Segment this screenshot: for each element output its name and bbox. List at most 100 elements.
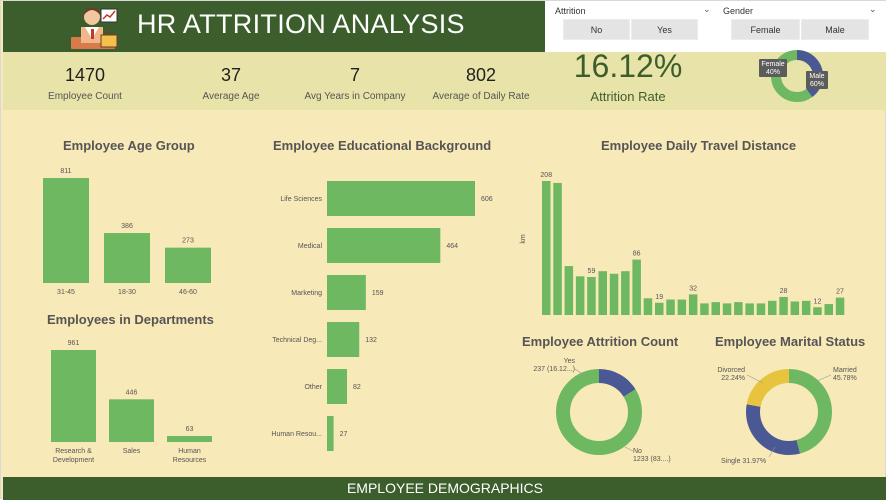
bar — [327, 181, 475, 216]
leader-line — [746, 374, 764, 384]
bar — [835, 297, 845, 315]
bar — [745, 303, 754, 315]
data-label: 19 — [655, 294, 663, 301]
departments-chart: 961 Research & Development 446 Sales 63 Human R… — [51, 340, 212, 464]
data-label: 82 — [353, 384, 361, 391]
bar — [327, 416, 334, 451]
data-label: 132 — [365, 337, 377, 344]
bar — [327, 275, 366, 310]
kpi-avg-years-label: Avg Years in Company — [304, 91, 406, 102]
category-label: Human — [178, 448, 201, 455]
slice-label: 60% — [810, 81, 824, 88]
attrition-option-no[interactable]: No — [563, 19, 630, 40]
education-title: Employee Educational Background — [273, 138, 492, 153]
travel-distance-title: Employee Daily Travel Distance — [601, 138, 797, 153]
bar — [109, 399, 154, 442]
kpi-employee-count-label: Employee Count — [48, 91, 122, 102]
category-label: 46-60 — [179, 289, 197, 296]
category-label: 18-30 — [118, 289, 136, 296]
bar — [542, 181, 551, 315]
category-label: Life Sciences — [280, 196, 322, 203]
bar — [553, 182, 562, 315]
departments-title: Employees in Departments — [47, 312, 214, 327]
donut-slice — [746, 369, 832, 455]
slice-label: Male — [809, 73, 824, 80]
slice-label: 237 (16.12...) — [533, 366, 575, 373]
bar — [632, 259, 641, 315]
attrition-rate-value: 16.12% — [573, 48, 683, 84]
bar — [587, 276, 596, 315]
bar — [824, 304, 833, 315]
bar — [768, 300, 777, 315]
bar — [327, 322, 360, 357]
kpi-average-age-value: 37 — [220, 65, 242, 85]
data-label: 961 — [68, 340, 80, 347]
bar — [621, 271, 630, 315]
gender-option-female[interactable]: Female — [731, 19, 800, 40]
bar — [734, 302, 743, 315]
bar — [700, 303, 709, 315]
bar — [722, 303, 732, 315]
slice-label: Female — [761, 61, 784, 68]
attrition-count-title: Employee Attrition Count — [522, 334, 679, 349]
bar — [677, 299, 687, 315]
bar — [575, 276, 585, 315]
label-box — [806, 71, 828, 89]
slice-label: 22.24% — [721, 375, 745, 382]
data-label: 464 — [446, 243, 458, 250]
chevron-down-icon[interactable]: ⌄ — [869, 4, 877, 14]
data-label: 446 — [126, 389, 138, 396]
slice-label: 45.78% — [833, 375, 857, 382]
data-label: 208 — [540, 172, 552, 179]
bar — [609, 273, 619, 315]
leader-line — [768, 446, 776, 458]
donut-slice — [556, 369, 642, 455]
slice-label: Married — [833, 367, 857, 374]
bar — [643, 298, 653, 315]
category-label: Research & — [55, 448, 92, 455]
gender-option-male[interactable]: Male — [801, 19, 869, 40]
category-label: Technical Deg... — [272, 337, 322, 344]
attrition-slicer: Attrition ⌄ No Yes — [553, 1, 713, 52]
kpi-avg-years-value: 7 — [349, 65, 360, 85]
data-label: 27 — [836, 289, 844, 296]
bar — [104, 233, 150, 283]
y-axis-label: km — [520, 234, 527, 244]
kpi-strip — [3, 52, 886, 110]
bar — [790, 301, 800, 315]
footer-banner: EMPLOYEE DEMOGRAPHICS — [3, 477, 886, 500]
kpi-employee-count-value: 1470 — [64, 65, 106, 85]
bar — [43, 178, 89, 283]
bar — [564, 266, 574, 315]
leader-line — [574, 368, 588, 378]
slice-label: 1233 (83....) — [633, 456, 671, 463]
filter-panel: Attrition ⌄ No Yes Gender ⌄ Female Male — [545, 1, 886, 52]
education-chart: Life Sciences 606 Medical 464 Marketing 159 Te… — [271, 181, 493, 451]
category-label: Resources — [173, 457, 207, 464]
marital-status-title: Employee Marital Status — [715, 334, 866, 349]
label-box — [759, 59, 787, 77]
data-label: 86 — [633, 251, 641, 258]
category-label: Other — [304, 384, 322, 391]
bar — [167, 435, 212, 442]
bar — [655, 302, 664, 315]
attrition-option-yes[interactable]: Yes — [631, 19, 698, 40]
bar — [666, 299, 675, 315]
data-label: 27 — [340, 431, 348, 438]
data-label: 28 — [780, 288, 788, 295]
bar — [711, 302, 720, 315]
data-label: 63 — [186, 426, 194, 433]
age-group-chart: 811 31-45 386 18-30 273 46-60 — [43, 168, 211, 296]
bar — [688, 294, 698, 315]
chevron-down-icon[interactable]: ⌄ — [703, 4, 711, 14]
bar — [779, 296, 788, 315]
slice-label: Divorced — [717, 367, 745, 374]
page-title: HR ATTRITION ANALYSIS — [137, 9, 465, 39]
category-label: 31-45 — [57, 289, 75, 296]
category-label: Medical — [298, 243, 323, 250]
category-label: Marketing — [291, 290, 322, 297]
bar — [51, 350, 96, 442]
